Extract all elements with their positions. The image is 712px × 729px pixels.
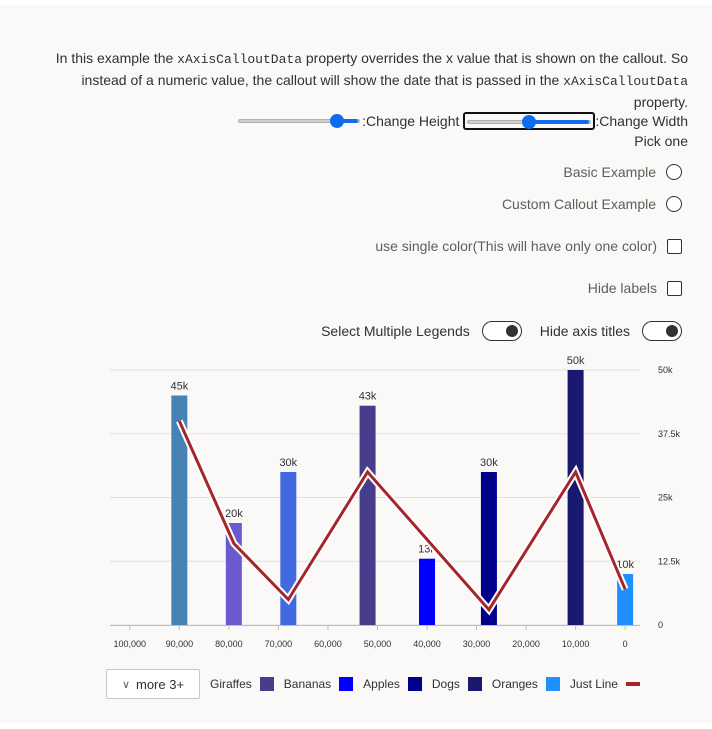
slider-track — [238, 119, 361, 123]
legend-swatch — [339, 677, 354, 691]
description-part: property overrides the x value that is s… — [81, 50, 688, 88]
x-tick-label: 60,000 — [314, 639, 342, 649]
x-tick-label: 40,000 — [413, 639, 441, 649]
x-tick-label: 50,000 — [364, 639, 392, 649]
chart-legend: ∨ more 3+ Giraffes Bananas Apples Dogs Orang… — [106, 668, 640, 700]
bar[interactable] — [419, 558, 436, 625]
multiple-legends-label: Select Multiple Legends — [321, 323, 470, 339]
height-slider[interactable] — [236, 113, 362, 129]
radio-custom-label: Custom Callout Example — [501, 196, 656, 212]
legend-item[interactable]: Apples — [363, 677, 422, 691]
x-tick-label: 0 — [623, 639, 628, 649]
x-tick-label: 80,000 — [215, 639, 243, 649]
code-xaxiscalloutdata: xAxisCalloutData — [177, 52, 302, 67]
legend-item[interactable]: Just Line — [570, 677, 640, 691]
legend-item-label: Oranges — [491, 677, 538, 691]
checkbox-hide-labels-label: Hide labels — [587, 280, 657, 296]
y-tick-label: 37.5k — [658, 429, 681, 439]
toggle-knob — [666, 325, 678, 337]
bar-data-label: 10k — [616, 559, 634, 571]
radio-custom-callout[interactable]: Custom Callout Example — [502, 194, 682, 214]
checkbox-box[interactable] — [667, 280, 682, 296]
legend-items: Giraffes Bananas Apples Dogs Oranges Just Lin… — [200, 677, 640, 691]
bar-data-label: 30k — [279, 457, 297, 469]
legend-swatch — [259, 677, 274, 691]
legend-swatch — [407, 677, 422, 691]
chevron-down-icon: ∨ — [121, 678, 130, 691]
legend-item[interactable]: Oranges — [492, 677, 560, 691]
bar[interactable] — [567, 370, 584, 625]
legend-swatch — [625, 682, 640, 686]
toggle-row: Select Multiple Legends Hide axis titles — [321, 320, 682, 342]
bar-data-label: 50k — [567, 355, 585, 367]
slider-thumb[interactable] — [522, 115, 537, 129]
size-sliders: :Change Height :Change Width — [236, 111, 688, 131]
checkbox-single-color-label: use single color(This will have only one… — [375, 238, 657, 254]
x-tick-label: 20,000 — [512, 639, 540, 649]
description-text: In this example the xAxisCalloutData pro… — [30, 48, 688, 113]
example-panel — [0, 5, 712, 723]
slider-fill — [333, 119, 359, 123]
checkbox-box[interactable] — [667, 238, 682, 254]
x-tick-label: 100,000 — [114, 639, 147, 649]
bar-data-label: 30k — [480, 457, 498, 469]
bar[interactable] — [359, 405, 376, 625]
description-part: property. — [633, 94, 688, 110]
x-tick-label: 10,000 — [562, 639, 590, 649]
more-legends-button[interactable]: ∨ more 3+ — [106, 669, 200, 699]
legend-item-label: Dogs — [431, 677, 460, 691]
x-tick-label: 30,000 — [463, 639, 491, 649]
y-tick-label: 25k — [658, 493, 673, 503]
code-xaxiscalloutdata: xAxisCalloutData — [563, 74, 688, 89]
hide-axis-titles-label: Hide axis titles — [539, 323, 630, 339]
width-slider[interactable] — [463, 112, 596, 130]
line-series-outline — [176, 419, 629, 616]
legend-item-label: Apples — [363, 677, 400, 691]
legend-swatch — [467, 677, 482, 691]
x-tick-label: 70,000 — [265, 639, 293, 649]
toggle-knob — [505, 325, 518, 337]
pick-one-label: Pick one — [634, 133, 688, 149]
change-width-label: :Change Width — [595, 113, 688, 129]
legend-item-label: Giraffes — [210, 677, 252, 691]
radio-circle[interactable] — [666, 164, 682, 180]
y-tick-label: 12.5k — [658, 556, 681, 566]
y-tick-label: 50k — [658, 365, 673, 375]
bar[interactable] — [171, 395, 188, 626]
bar-data-label: 20k — [225, 508, 243, 520]
slider-fill — [526, 120, 590, 124]
legend-item-label: Bananas — [283, 677, 332, 691]
bar-data-label: 45k — [170, 381, 188, 393]
legend-swatch — [545, 677, 560, 691]
change-height-label: :Change Height — [362, 113, 460, 129]
bar[interactable] — [480, 472, 497, 625]
checkbox-hide-labels[interactable]: Hide labels — [588, 278, 682, 298]
radio-basic-label: Basic Example — [563, 164, 656, 180]
legend-item[interactable]: Giraffes — [210, 677, 274, 691]
legend-item[interactable]: Bananas — [283, 677, 354, 691]
y-tick-label: 0 — [658, 620, 663, 630]
x-tick-label: 90,000 — [166, 639, 194, 649]
legend-item[interactable]: Dogs — [432, 677, 482, 691]
line-series-just-line — [177, 420, 627, 613]
multiple-legends-toggle[interactable] — [481, 321, 522, 341]
more-legends-label: more 3+ — [136, 676, 185, 692]
legend-item-label: Just Line — [569, 677, 618, 691]
bar-data-label: 43k — [359, 391, 377, 403]
description-part: In this example the — [55, 50, 178, 66]
slider-thumb[interactable] — [329, 114, 344, 128]
radio-basic-example[interactable]: Basic Example — [563, 162, 682, 182]
hide-axis-titles-toggle[interactable] — [642, 321, 682, 341]
checkbox-single-color[interactable]: use single color(This will have only one… — [375, 236, 682, 256]
radio-circle[interactable] — [666, 196, 682, 212]
